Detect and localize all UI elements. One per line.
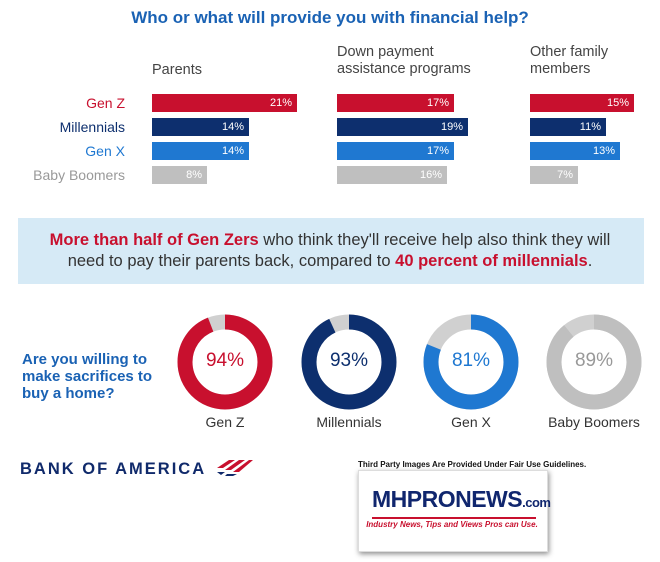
callout-highlight-genz: More than half of Gen Zers [49,231,259,249]
column-heading-line2: assistance programs [337,61,471,77]
donut-millennials [301,314,397,410]
column-heading-2: Other family members [530,44,608,78]
bar-value-label: 16% [419,169,442,181]
donut-value-millennials: 93% [329,350,369,371]
bar-value-label: 15% [606,97,629,109]
bank-of-america-flag-icon [217,460,254,476]
bar-value-label: 7% [557,169,573,181]
donut-label-genz: Gen Z [205,414,245,430]
bar-value-label: 14% [221,145,244,157]
donut-value-genx: 81% [451,350,491,371]
donut-label-millennials: Millennials [316,414,382,430]
generation-label-boomers: Baby Boomers [33,167,125,183]
bar-millennials: 11% [530,118,606,136]
bar-value-label: 8% [186,169,202,181]
donut-slice-boomers [546,314,642,410]
bar-value-label: 11% [579,121,601,133]
generation-label-genz: Gen Z [86,95,125,111]
callout-body: who think they'll receive help also thin… [67,231,611,270]
generation-label-genx: Gen X [85,143,125,159]
mhpronews-logo-main: MHPRONEWS [372,486,523,512]
column-heading-line1: Parents [152,62,202,78]
bar-millennials: 14% [152,118,249,136]
mhpronews-logo-suffix: .com [522,495,551,510]
bar-genx: 14% [152,142,249,160]
mhpronews-logo: MHPRONEWS.com [372,486,551,513]
bar-genx: 17% [337,142,454,160]
bar-value-label: 14% [221,121,244,133]
donut-genx [423,314,519,410]
donut-genz [177,314,273,410]
donut-value-boomers: 89% [574,350,614,371]
donut-slice-genx [423,314,519,410]
donut-slice-millennials [301,314,397,410]
donut-value-genz: 94% [205,350,245,371]
donut-question: Are you willing to make sacrifices to bu… [22,351,153,402]
bar-genz: 15% [530,94,634,112]
generation-label-millennials: Millennials [59,119,125,135]
donut-slice-genz [177,314,273,410]
callout-end: . [587,252,593,270]
donut-label-genx: Gen X [451,414,491,430]
bar-genz: 21% [152,94,297,112]
bar-genx: 13% [530,142,620,160]
mhpronews-badge [358,470,548,552]
mhpronews-tagline: Industry News, Tips and Views Pros can U… [366,520,538,529]
callout-highlight-millennials: 40 percent of millennials [395,252,588,270]
column-heading-0: Parents [152,62,202,79]
bar-value-label: 19% [440,121,463,133]
bar-value-label: 17% [426,97,449,109]
brand-name: BANK OF AMERICA [20,460,206,478]
mhpronews-divider [372,517,536,519]
callout-text: More than half of Gen Zers who think the… [30,230,630,272]
column-heading-line1: Other family [530,44,609,60]
bank-of-america-logo: BANK OF AMERICA [20,456,254,479]
bar-value-label: 17% [426,145,449,157]
fair-use-disclaimer: Third Party Images Are Provided Under Fa… [358,460,587,469]
donut-label-boomers: Baby Boomers [548,414,640,430]
bar-boomers: 16% [337,166,447,184]
bar-boomers: 8% [152,166,207,184]
donut-boomers [546,314,642,410]
bar-millennials: 19% [337,118,468,136]
bar-boomers: 7% [530,166,578,184]
chart-title: Who or what will provide you with financ… [131,8,529,27]
bar-value-label: 13% [592,145,615,157]
column-heading-line2: members [530,61,591,77]
column-heading-line1: Down payment [337,44,434,60]
bar-genz: 17% [337,94,454,112]
bar-value-label: 21% [269,97,292,109]
column-heading-1: Down payment assistance programs [337,44,471,78]
callout-box [18,218,644,284]
